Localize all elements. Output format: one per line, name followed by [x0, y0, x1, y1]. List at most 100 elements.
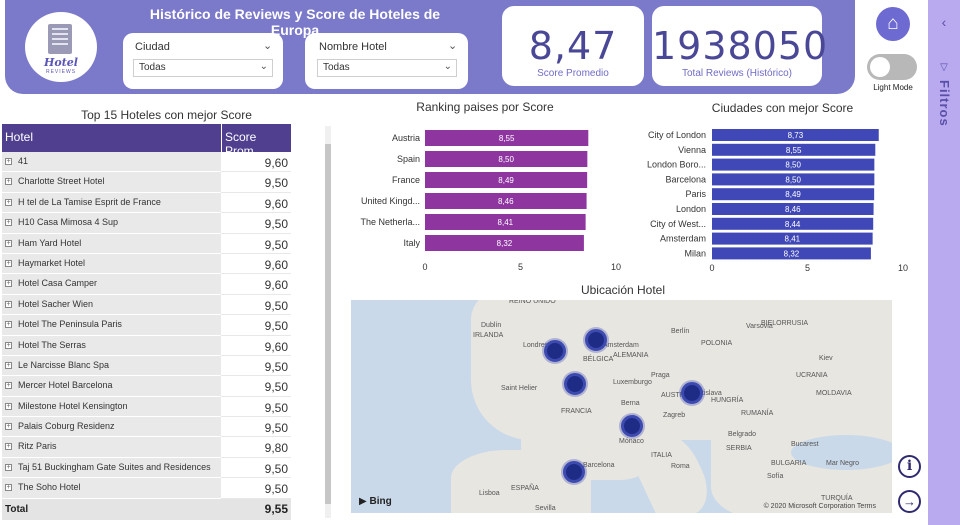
expand-icon[interactable]: + [5, 423, 12, 431]
expand-icon[interactable]: + [5, 280, 12, 288]
filters-pane[interactable]: ‹ ▽ Filtros [928, 0, 960, 525]
home-button[interactable]: ⌂ [876, 7, 910, 41]
expand-icon[interactable]: + [5, 158, 12, 165]
map-pin-paris[interactable] [564, 373, 586, 395]
filter-icon: ▽ [940, 62, 948, 73]
hotel-name: H10 Casa Mimosa 4 Sup [18, 217, 119, 228]
table-row[interactable]: + Taj 51 Buckingham Gate Suites and Resid… [2, 457, 291, 479]
category-label: The Netherla... [360, 217, 420, 227]
bar[interactable] [712, 217, 874, 230]
map-label: ITALIA [651, 452, 672, 459]
hotel-name: Haymarket Hotel [18, 257, 86, 268]
info-button[interactable]: i [898, 455, 921, 478]
bar[interactable] [712, 173, 875, 186]
expand-icon[interactable]: + [5, 321, 12, 329]
map-label: ESPAÑA [511, 485, 539, 492]
building-icon [48, 24, 72, 54]
bar[interactable] [425, 193, 587, 209]
expand-icon[interactable]: + [5, 484, 12, 492]
expand-icon[interactable]: + [5, 178, 12, 186]
map-pin-milan[interactable] [621, 415, 643, 437]
table-row[interactable]: + The Soho Hotel 9,50 [2, 478, 291, 499]
table-row[interactable]: +41 9,60 [2, 152, 291, 173]
table-row[interactable]: + H tel de La Tamise Esprit de France 9,60 [2, 192, 291, 214]
hotel-name-cell: + Milestone Hotel Kensington [2, 396, 221, 418]
hotel-name: Le Narcisse Blanc Spa [18, 359, 110, 370]
ciudad-slicer[interactable]: Ciudad ⌄ Todas ⌄ [123, 33, 283, 89]
bar[interactable] [425, 214, 586, 230]
table-row[interactable]: + Le Narcisse Blanc Spa 9,50 [2, 355, 291, 377]
table-row[interactable]: + Mercer Hotel Barcelona 9,50 [2, 376, 291, 397]
hotel-name: Charlotte Street Hotel [18, 176, 105, 187]
table-row[interactable]: + Charlotte Street Hotel 9,50 [2, 172, 291, 193]
map-pin-london[interactable] [544, 340, 566, 362]
expand-icon[interactable]: + [5, 382, 12, 390]
bar[interactable] [425, 130, 589, 146]
table-row[interactable]: + Milestone Hotel Kensington 9,50 [2, 396, 291, 418]
expand-icon[interactable]: + [5, 219, 12, 227]
light-mode-toggle[interactable] [867, 54, 917, 80]
expand-icon[interactable]: + [5, 443, 12, 451]
bar[interactable] [712, 158, 875, 171]
map-label: TURQUÍA [821, 495, 853, 502]
expand-icon[interactable]: + [5, 300, 12, 308]
table-row[interactable]: + Ritz Paris 9,80 [2, 437, 291, 458]
chevron-left-icon[interactable]: ‹ [941, 14, 947, 30]
home-icon: ⌂ [887, 13, 899, 34]
map-pin-barcelona[interactable] [563, 461, 585, 483]
score-cell: 9,50 [221, 417, 291, 438]
bar[interactable] [712, 203, 874, 215]
table-row[interactable]: + Haymarket Hotel 9,60 [2, 253, 291, 275]
table-row[interactable]: + Palais Coburg Residenz 9,50 [2, 417, 291, 438]
hotel-name-cell: + Palais Coburg Residenz [2, 417, 221, 438]
expand-icon[interactable]: + [5, 198, 12, 206]
expand-icon[interactable]: + [5, 463, 12, 471]
score-cell: 9,50 [221, 478, 291, 499]
hotel-name: H tel de La Tamise Esprit de France [18, 196, 161, 207]
scrollbar-thumb[interactable] [325, 144, 331, 504]
category-label: Italy [403, 238, 420, 248]
bar[interactable] [712, 143, 876, 156]
bar[interactable] [425, 235, 584, 251]
hotel-name-cell: + Hotel Casa Camper [2, 274, 221, 295]
bar[interactable] [712, 232, 873, 245]
light-mode-label: Light Mode [873, 83, 913, 92]
map-pin-vienna[interactable] [681, 382, 703, 404]
table-row[interactable]: + Ham Yard Hotel 9,50 [2, 233, 291, 254]
report-title: Histórico de Reviews y Score de Hoteles … [149, 6, 441, 38]
expand-icon[interactable]: + [5, 239, 12, 247]
hotel-location-map[interactable]: REINO UNIDO Dublín IRLANDA Londres Ámsterdam… [351, 300, 892, 513]
map-label: Londres [523, 342, 549, 349]
nombre-hotel-slicer-label: Nombre Hotel [319, 41, 387, 53]
expand-icon[interactable]: + [5, 259, 12, 267]
table-scrollbar[interactable] [325, 126, 331, 518]
expand-icon[interactable]: + [5, 341, 12, 349]
column-header-score[interactable]: Score Prom. [221, 124, 291, 158]
nombre-hotel-slicer[interactable]: Nombre Hotel ⌄ Todas ⌄ [305, 33, 468, 89]
chevron-down-icon[interactable]: ⌄ [263, 40, 273, 52]
bar[interactable] [712, 188, 875, 201]
chevron-down-icon[interactable]: ⌄ [448, 40, 458, 52]
data-label: 8,44 [785, 220, 801, 229]
table-row[interactable]: + Hotel The Peninsula Paris 9,50 [2, 315, 291, 336]
category-label: Amsterdam [660, 234, 706, 244]
map-pin-amsterdam[interactable] [585, 329, 607, 351]
city-ranking-chart: City of London 8,73 Vienna 8,55 London Boro.… [647, 129, 908, 273]
bar[interactable] [425, 151, 588, 167]
ciudad-dropdown[interactable]: Todas ⌄ [133, 59, 273, 77]
map-copyright[interactable]: © 2020 Microsoft Corporation Terms [763, 503, 876, 510]
next-page-button[interactable]: → [898, 490, 921, 513]
expand-icon[interactable]: + [5, 402, 12, 410]
table-row[interactable]: + Hotel Sacher Wien 9,50 [2, 294, 291, 316]
map-label: BULGARIA [771, 460, 807, 467]
table-row[interactable]: + H10 Casa Mimosa 4 Sup 9,50 [2, 213, 291, 234]
expand-icon[interactable]: + [5, 361, 12, 369]
bar[interactable] [712, 247, 871, 260]
hotel-name: Ritz Paris [18, 441, 57, 452]
bar[interactable] [425, 172, 588, 188]
table-row[interactable]: + Hotel The Serras 9,60 [2, 335, 291, 356]
nombre-hotel-dropdown[interactable]: Todas ⌄ [317, 59, 457, 77]
table-row[interactable]: + Hotel Casa Camper 9,60 [2, 274, 291, 295]
column-header-hotel[interactable]: Hotel [5, 130, 34, 144]
bar[interactable] [712, 129, 879, 141]
